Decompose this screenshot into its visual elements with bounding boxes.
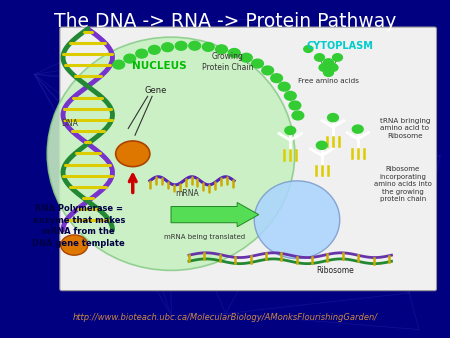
Circle shape (316, 141, 327, 149)
Text: mRNA being translated: mRNA being translated (164, 234, 245, 240)
Circle shape (262, 66, 274, 75)
FancyBboxPatch shape (60, 27, 436, 291)
Text: Ribosome
incorporating
amino acids into
the growing
protein chain: Ribosome incorporating amino acids into … (374, 166, 432, 202)
Circle shape (202, 43, 214, 51)
Circle shape (252, 59, 263, 68)
Circle shape (175, 42, 187, 50)
Text: RNA Polymerase =
enzyme that makes
mRNA from the
DNA gene template: RNA Polymerase = enzyme that makes mRNA … (32, 204, 125, 248)
Ellipse shape (254, 181, 340, 259)
Circle shape (61, 235, 88, 255)
Text: Free amino acids: Free amino acids (298, 78, 359, 84)
Text: Ribosome: Ribosome (316, 266, 354, 275)
Circle shape (148, 45, 160, 54)
Text: http://www.bioteach.ubc.ca/MolecularBiology/AMonksFlourishingGarden/: http://www.bioteach.ubc.ca/MolecularBiol… (72, 313, 378, 322)
Circle shape (124, 54, 135, 63)
Text: mRNA: mRNA (175, 189, 198, 198)
Circle shape (284, 92, 296, 100)
Circle shape (240, 53, 252, 62)
Circle shape (189, 41, 201, 50)
Text: DNA: DNA (61, 119, 78, 128)
Text: CYTOPLASM: CYTOPLASM (306, 41, 373, 51)
Circle shape (216, 45, 227, 54)
Circle shape (352, 125, 363, 133)
Circle shape (113, 60, 125, 69)
Circle shape (328, 114, 338, 122)
Circle shape (324, 69, 333, 76)
Text: NUCLEUS: NUCLEUS (132, 61, 187, 71)
Circle shape (292, 111, 304, 120)
Ellipse shape (47, 37, 295, 270)
Circle shape (304, 46, 313, 52)
Circle shape (319, 64, 329, 71)
Circle shape (285, 126, 296, 135)
Circle shape (271, 74, 283, 82)
Circle shape (328, 64, 338, 71)
Text: tRNA bringing
amino acid to
Ribosome: tRNA bringing amino acid to Ribosome (380, 118, 430, 139)
Circle shape (229, 49, 240, 57)
Circle shape (136, 49, 148, 58)
Circle shape (333, 54, 342, 61)
Circle shape (315, 54, 324, 61)
Text: Gene: Gene (144, 86, 166, 95)
Text: The DNA -> RNA -> Protein Pathway: The DNA -> RNA -> Protein Pathway (54, 12, 396, 31)
FancyArrow shape (171, 202, 259, 227)
Text: Growing
Protein Chain: Growing Protein Chain (202, 52, 253, 72)
Circle shape (162, 43, 173, 52)
Circle shape (116, 141, 150, 167)
Circle shape (289, 101, 301, 110)
Circle shape (279, 82, 290, 91)
Circle shape (324, 59, 333, 66)
